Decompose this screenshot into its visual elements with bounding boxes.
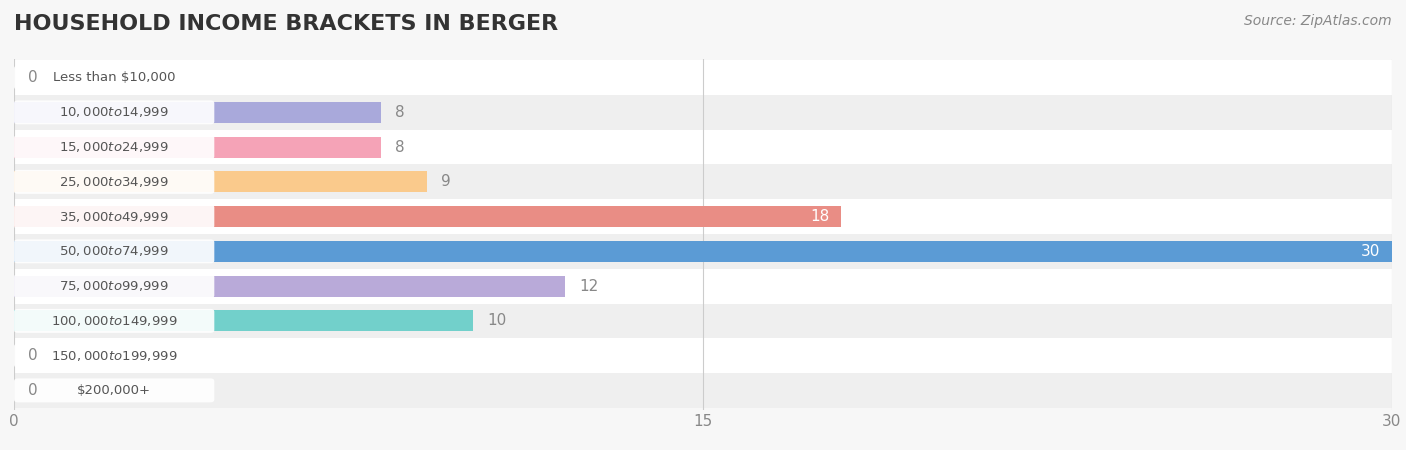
Text: 0: 0	[28, 383, 38, 398]
FancyBboxPatch shape	[14, 239, 214, 263]
Bar	[14, 130, 1392, 165]
Text: $25,000 to $34,999: $25,000 to $34,999	[59, 175, 169, 189]
Text: $15,000 to $24,999: $15,000 to $24,999	[59, 140, 169, 154]
Text: 9: 9	[441, 174, 451, 189]
Text: $75,000 to $99,999: $75,000 to $99,999	[59, 279, 169, 293]
Bar	[14, 171, 427, 192]
Bar	[14, 102, 381, 123]
FancyBboxPatch shape	[14, 309, 214, 333]
FancyBboxPatch shape	[14, 170, 214, 194]
Text: 18: 18	[810, 209, 830, 224]
FancyBboxPatch shape	[14, 378, 214, 402]
Text: $200,000+: $200,000+	[77, 384, 152, 397]
FancyBboxPatch shape	[14, 344, 214, 368]
Bar	[14, 310, 474, 331]
Bar	[14, 165, 1392, 199]
FancyBboxPatch shape	[14, 205, 214, 229]
Text: 8: 8	[395, 140, 405, 155]
Bar	[14, 303, 1392, 338]
Text: $150,000 to $199,999: $150,000 to $199,999	[51, 349, 177, 363]
Text: $100,000 to $149,999: $100,000 to $149,999	[51, 314, 177, 328]
Text: $10,000 to $14,999: $10,000 to $14,999	[59, 105, 169, 119]
Bar	[14, 338, 1392, 373]
Bar	[14, 199, 1392, 234]
Text: Source: ZipAtlas.com: Source: ZipAtlas.com	[1244, 14, 1392, 27]
Bar	[14, 60, 1392, 95]
Text: $50,000 to $74,999: $50,000 to $74,999	[59, 244, 169, 258]
Text: 0: 0	[28, 70, 38, 85]
Text: 12: 12	[579, 279, 598, 294]
Text: 10: 10	[486, 313, 506, 328]
Text: 30: 30	[1361, 244, 1381, 259]
Text: 0: 0	[28, 348, 38, 363]
Bar	[14, 234, 1392, 269]
Bar	[14, 269, 1392, 303]
Text: Less than $10,000: Less than $10,000	[53, 71, 176, 84]
Text: 8: 8	[395, 105, 405, 120]
FancyBboxPatch shape	[14, 135, 214, 159]
Text: $35,000 to $49,999: $35,000 to $49,999	[59, 210, 169, 224]
Bar	[14, 241, 1392, 262]
Bar	[14, 373, 1392, 408]
Bar	[14, 206, 841, 227]
FancyBboxPatch shape	[14, 66, 214, 90]
Bar	[14, 137, 381, 157]
Bar	[14, 95, 1392, 130]
Bar	[14, 276, 565, 297]
FancyBboxPatch shape	[14, 274, 214, 298]
Text: HOUSEHOLD INCOME BRACKETS IN BERGER: HOUSEHOLD INCOME BRACKETS IN BERGER	[14, 14, 558, 33]
FancyBboxPatch shape	[14, 100, 214, 124]
